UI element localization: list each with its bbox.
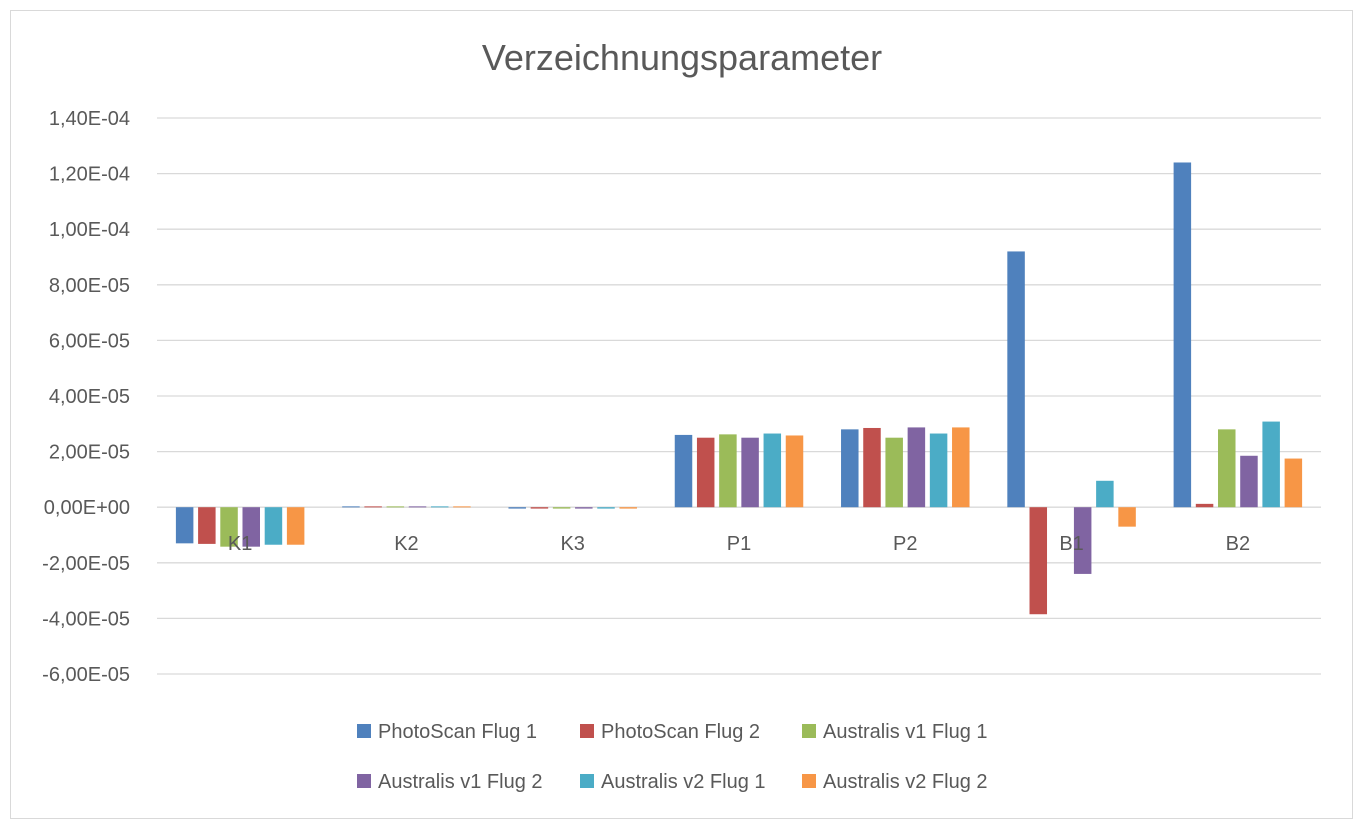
legend-label: Australis v1 Flug 2 (378, 771, 543, 793)
bar-k1-series-1 (175, 507, 194, 544)
bar-b1-series-4 (1073, 507, 1092, 574)
bar-k1-series-4 (242, 507, 260, 547)
y-tick-label: 4,00E-05 (49, 386, 130, 408)
legend-swatch (357, 724, 371, 738)
bar-k1-series-6 (286, 507, 305, 545)
legend: PhotoScan Flug 1 PhotoScan Flug 2 Australi… (357, 721, 988, 793)
bar-k3-series-4 (575, 507, 593, 509)
legend-swatch (802, 774, 816, 788)
x-axis-ticks: K1 K2 K3 P1 P2 B1 B2 (228, 533, 1250, 555)
bar-p1-series-3 (719, 434, 737, 508)
y-tick-label: -2,00E-05 (42, 553, 130, 575)
y-tick-label: 6,00E-05 (49, 330, 130, 352)
y-tick-label: 1,20E-04 (49, 164, 130, 186)
chart-title: Verzeichnungsparameter (482, 37, 882, 78)
x-tick-label: P1 (727, 533, 751, 555)
bar-p1-series-1 (674, 434, 693, 508)
bar-k1-series-5 (264, 507, 283, 545)
bar-k1-series-2 (198, 507, 216, 544)
bar-k1-series-3 (220, 507, 238, 547)
y-tick-label: -4,00E-05 (42, 608, 130, 630)
bar-k2-series-3 (386, 506, 405, 508)
bar-k2-series-6 (453, 506, 471, 508)
bar-k3-series-3 (552, 507, 571, 509)
legend-swatch (580, 774, 594, 788)
bar-p2-series-3 (885, 437, 903, 508)
bar-b2-series-4 (1240, 455, 1258, 508)
y-tick-label: 2,00E-05 (49, 442, 130, 464)
legend-item: Australis v2 Flug 1 (580, 771, 766, 793)
y-tick-label: 1,40E-04 (49, 108, 130, 130)
bar-b1-series-5 (1096, 480, 1114, 508)
bar-k3-series-1 (508, 507, 526, 509)
bar-b1-series-2 (1029, 507, 1048, 615)
y-tick-label: 8,00E-05 (49, 275, 130, 297)
x-tick-label: P2 (893, 533, 917, 555)
legend-item: Australis v1 Flug 1 (802, 721, 988, 743)
bar-p2-series-6 (952, 427, 970, 508)
bar-b2-series-2 (1195, 503, 1214, 508)
bar-b1-series-1 (1007, 251, 1025, 508)
bar-p2-series-4 (907, 427, 926, 508)
bar-p2-series-1 (841, 429, 859, 508)
legend-label: PhotoScan Flug 2 (601, 721, 760, 743)
bar-k3-series-6 (619, 507, 637, 509)
bar-k2-series-5 (430, 506, 449, 508)
bar-p2-series-5 (929, 433, 948, 508)
legend-item: Australis v2 Flug 2 (802, 771, 988, 793)
x-tick-label: K1 (228, 533, 252, 555)
legend-item: PhotoScan Flug 1 (357, 721, 537, 743)
bar-p2-series-2 (863, 427, 881, 508)
bar-k2-series-4 (408, 506, 427, 508)
legend-label: PhotoScan Flug 1 (378, 721, 537, 743)
x-tick-label: B2 (1226, 533, 1250, 555)
y-tick-label: 0,00E+00 (44, 497, 130, 519)
bar-p1-series-2 (696, 437, 715, 508)
x-tick-label: K2 (394, 533, 418, 555)
legend-swatch (580, 724, 594, 738)
y-tick-label: 1,00E-04 (49, 219, 130, 241)
bar-p1-series-4 (741, 437, 759, 508)
legend-label: Australis v1 Flug 1 (823, 721, 988, 743)
legend-label: Australis v2 Flug 1 (601, 771, 766, 793)
y-axis-ticks: 1,40E-04 1,20E-04 1,00E-04 8,00E-05 6,00E-05… (42, 108, 130, 686)
y-tick-label: -6,00E-05 (42, 664, 130, 686)
grid-lines (157, 117, 1321, 675)
bar-p1-series-5 (763, 433, 782, 508)
legend-swatch (357, 774, 371, 788)
bar-k2-series-2 (364, 506, 382, 508)
legend-swatch (802, 724, 816, 738)
bars (175, 162, 1303, 615)
bar-b1-series-6 (1118, 507, 1136, 527)
bar-b2-series-3 (1218, 429, 1236, 508)
x-tick-label: B1 (1059, 533, 1083, 555)
bar-b2-series-1 (1173, 162, 1192, 508)
x-tick-label: K3 (560, 533, 584, 555)
legend-label: Australis v2 Flug 2 (823, 771, 988, 793)
bar-k2-series-1 (342, 506, 360, 508)
bar-p1-series-6 (785, 435, 804, 508)
bar-b2-series-5 (1262, 421, 1280, 508)
bar-k3-series-5 (597, 507, 615, 509)
bar-b2-series-6 (1284, 458, 1303, 508)
chart-frame (10, 10, 1353, 819)
bar-k3-series-2 (530, 507, 549, 509)
legend-item: PhotoScan Flug 2 (580, 721, 760, 743)
legend-item: Australis v1 Flug 2 (357, 771, 543, 793)
